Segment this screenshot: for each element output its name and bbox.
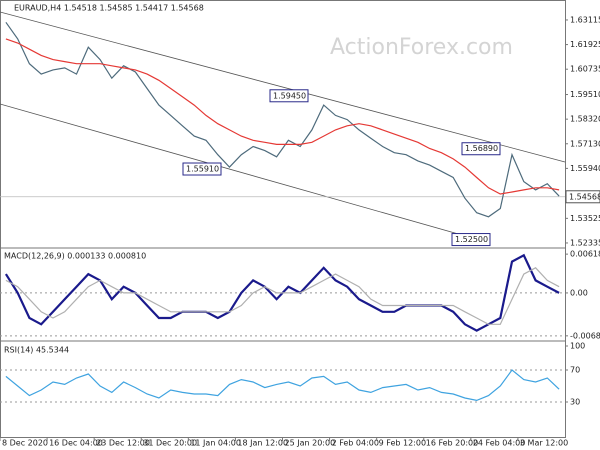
x-tick-label: 24 Feb 04:00 xyxy=(473,439,525,448)
annotation-label: 1.59450 xyxy=(273,91,306,100)
annotation-box xyxy=(182,162,222,176)
series-line xyxy=(5,38,560,195)
x-tick-label: 18 Jan 12:00 xyxy=(237,439,288,448)
x-tick-label: 11 Jan 04:00 xyxy=(190,439,241,448)
channel-line xyxy=(0,11,566,163)
y-tick-label: 1.61925 xyxy=(570,40,600,49)
annotation-label: 1.52500 xyxy=(455,235,488,244)
y-tick-label: 1.57130 xyxy=(570,139,600,148)
channel-line xyxy=(0,103,491,244)
chart-title: RSI(14) 45.5344 xyxy=(4,346,69,355)
series-line xyxy=(5,267,560,325)
y-tick-label: -0.006837 xyxy=(570,331,600,340)
last-price-label: 1.54568 xyxy=(569,192,600,201)
y-tick-label: 1.52335 xyxy=(570,238,600,247)
y-tick-label: 100 xyxy=(570,342,585,351)
last-price-box xyxy=(565,190,600,204)
x-tick-label: 31 Dec 20:00 xyxy=(143,439,197,448)
x-tick-label: 8 Dec 2020 xyxy=(2,439,48,448)
y-tick-label: 70 xyxy=(570,366,580,375)
y-tick-label: 1.63115 xyxy=(570,15,600,24)
y-tick-label: 0.00 xyxy=(570,288,588,297)
annotation-box xyxy=(461,142,501,156)
annotation-label: 1.55910 xyxy=(186,165,219,174)
y-tick-label: 0.006184 xyxy=(570,250,600,259)
series-line xyxy=(5,369,560,402)
x-tick-label: 16 Dec 04:00 xyxy=(49,439,103,448)
x-tick-label: 25 Jan 20:00 xyxy=(285,439,336,448)
y-tick-label: 1.55940 xyxy=(570,164,600,173)
x-tick-label: 3 Mar 12:00 xyxy=(520,439,568,448)
y-tick-label: 30 xyxy=(570,398,580,407)
watermark: ActionForex.com xyxy=(330,35,513,60)
chart-title: EURAUD,H4 1.54518 1.54585 1.54417 1.5456… xyxy=(14,4,204,13)
y-tick-label: 1.53525 xyxy=(570,214,600,223)
series-line xyxy=(5,21,560,218)
x-tick-label: 23 Dec 12:00 xyxy=(96,439,150,448)
y-tick-label: 1.59510 xyxy=(570,90,600,99)
chart-title: MACD(12,26,9) 0.000133 0.000810 xyxy=(4,252,146,261)
frame xyxy=(0,0,566,438)
y-tick-label: 1.58320 xyxy=(570,115,600,124)
x-tick-label: 2 Feb 04:00 xyxy=(332,439,379,448)
annotation-box xyxy=(269,89,309,103)
x-tick-label: 16 Feb 20:00 xyxy=(426,439,478,448)
x-tick-label: 9 Feb 12:00 xyxy=(379,439,426,448)
annotation-label: 1.56890 xyxy=(465,144,498,153)
y-tick-label: 1.60735 xyxy=(570,65,600,74)
annotation-box xyxy=(451,233,491,247)
